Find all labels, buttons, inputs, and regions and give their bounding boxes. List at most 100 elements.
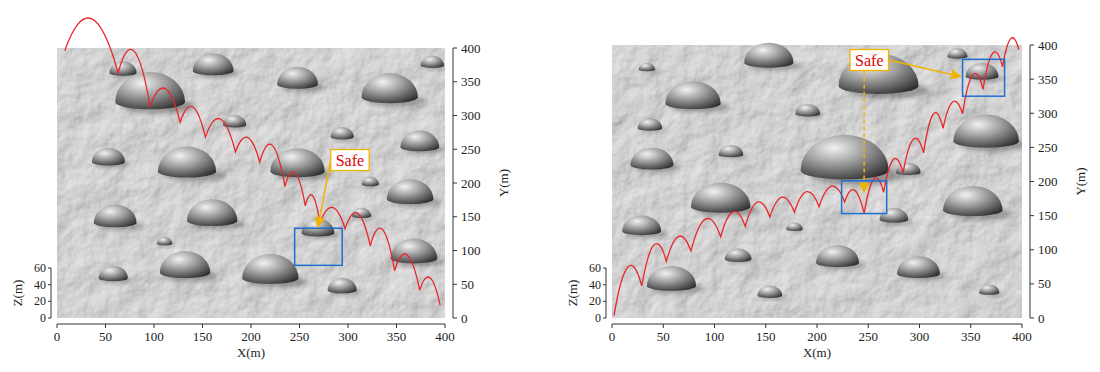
rock-dome [331, 127, 354, 139]
safe-arrow [863, 71, 865, 193]
rock [897, 256, 947, 280]
rock-dome [725, 248, 752, 261]
rock [691, 183, 759, 217]
x-axis: 050100150200250300350400X(m) [54, 324, 455, 360]
terrain [57, 48, 445, 318]
z-tick-label: 20 [589, 294, 601, 308]
rock-dome [953, 115, 1019, 148]
rock-dome [92, 148, 125, 166]
y-tick [1030, 249, 1034, 250]
x-tick [154, 324, 155, 328]
plot-area [65, 18, 445, 305]
trajectory [614, 38, 1019, 316]
x-tick [445, 324, 446, 328]
y-tick-label: 50 [461, 277, 474, 292]
x-tick-label: 300 [910, 329, 930, 344]
z-tick-label: 0 [40, 311, 46, 325]
rock-dome [647, 266, 696, 291]
rock-dome [979, 284, 1000, 294]
x-tick-label: 100 [705, 329, 725, 344]
y-tick-label: 400 [461, 41, 481, 56]
rock-dome [328, 278, 357, 294]
y-tick-label: 50 [1038, 276, 1051, 291]
x-tick [57, 324, 58, 328]
y-tick [453, 115, 457, 116]
x-tick-label: 100 [144, 329, 164, 344]
rock-dome [758, 285, 783, 297]
rock [744, 43, 801, 71]
y-tick [453, 81, 457, 82]
rock-dome [187, 199, 237, 226]
y-tick-label: 300 [461, 108, 481, 123]
z-tick [603, 301, 606, 302]
x-tick-label: 150 [756, 329, 776, 344]
rock-dome [193, 53, 234, 75]
y-tick [1030, 45, 1034, 46]
rock [943, 186, 1011, 220]
x-axis: 050100150200250300350400X(m) [609, 324, 1032, 360]
z-tick-label: 0 [595, 311, 601, 325]
rock-dome [362, 177, 379, 186]
rock-dome [719, 145, 744, 157]
rock [816, 245, 866, 269]
panel: Safe050100150200250300350400X(m)05010015… [10, 18, 511, 360]
x-tick [970, 324, 971, 328]
x-tick-label: 0 [609, 329, 616, 344]
rock [391, 239, 445, 267]
rock [362, 177, 382, 188]
x-tick-label: 300 [338, 329, 358, 344]
trajectory [65, 18, 440, 305]
x-tick [299, 324, 300, 328]
x-tick-label: 50 [99, 329, 112, 344]
safe-arrow [318, 160, 331, 227]
rock [795, 104, 823, 118]
safe-box [963, 59, 1005, 96]
z-tick-label: 60 [589, 261, 601, 275]
y-tick-label: 150 [1038, 208, 1058, 223]
rock [328, 278, 361, 295]
x-axis-title: X(m) [803, 345, 831, 360]
figure: Safe050100150200250300350400X(m)05010015… [0, 0, 1100, 372]
z-axis-line [606, 268, 607, 318]
x-tick [868, 324, 869, 328]
x-axis-title: X(m) [237, 345, 265, 360]
rock [331, 127, 358, 141]
x-tick-label: 400 [1012, 329, 1032, 344]
x-tick-label: 50 [657, 329, 670, 344]
y-tick-label: 150 [461, 209, 481, 224]
z-tick-label: 60 [34, 261, 46, 275]
y-tick [1030, 318, 1034, 319]
rock [622, 215, 667, 237]
y-axis-title: Y(m) [1073, 167, 1088, 195]
z-tick [48, 284, 51, 285]
rock-dome [277, 67, 318, 89]
z-tick [48, 268, 51, 269]
z-tick [603, 268, 606, 269]
rock [786, 223, 805, 233]
safe-arrow [888, 60, 960, 76]
x-tick [817, 324, 818, 328]
panel: Safe050100150200250300350400X(m)05010015… [565, 38, 1088, 361]
y-tick [1030, 79, 1034, 80]
rock-dome [786, 223, 802, 231]
x-tick-label: 150 [193, 329, 213, 344]
rock [193, 53, 240, 77]
y-axis-title: Y(m) [496, 169, 511, 197]
x-tick [396, 324, 397, 328]
rock-dome [157, 237, 173, 245]
rock [157, 237, 175, 247]
rock-dome [94, 205, 137, 228]
y-tick [453, 216, 457, 217]
rock-dome [160, 251, 210, 278]
rock-dome [622, 215, 661, 235]
y-axis: 050100150200250300350400Y(m) [453, 41, 511, 326]
z-axis: 0204060Z(m) [565, 261, 607, 325]
y-tick-label: 100 [1038, 242, 1058, 257]
y-tick [1030, 283, 1034, 284]
rock [242, 254, 307, 288]
rock [99, 266, 132, 283]
rock-dome [391, 239, 438, 264]
rock [362, 73, 427, 107]
rock [647, 266, 704, 294]
rock [719, 145, 747, 159]
